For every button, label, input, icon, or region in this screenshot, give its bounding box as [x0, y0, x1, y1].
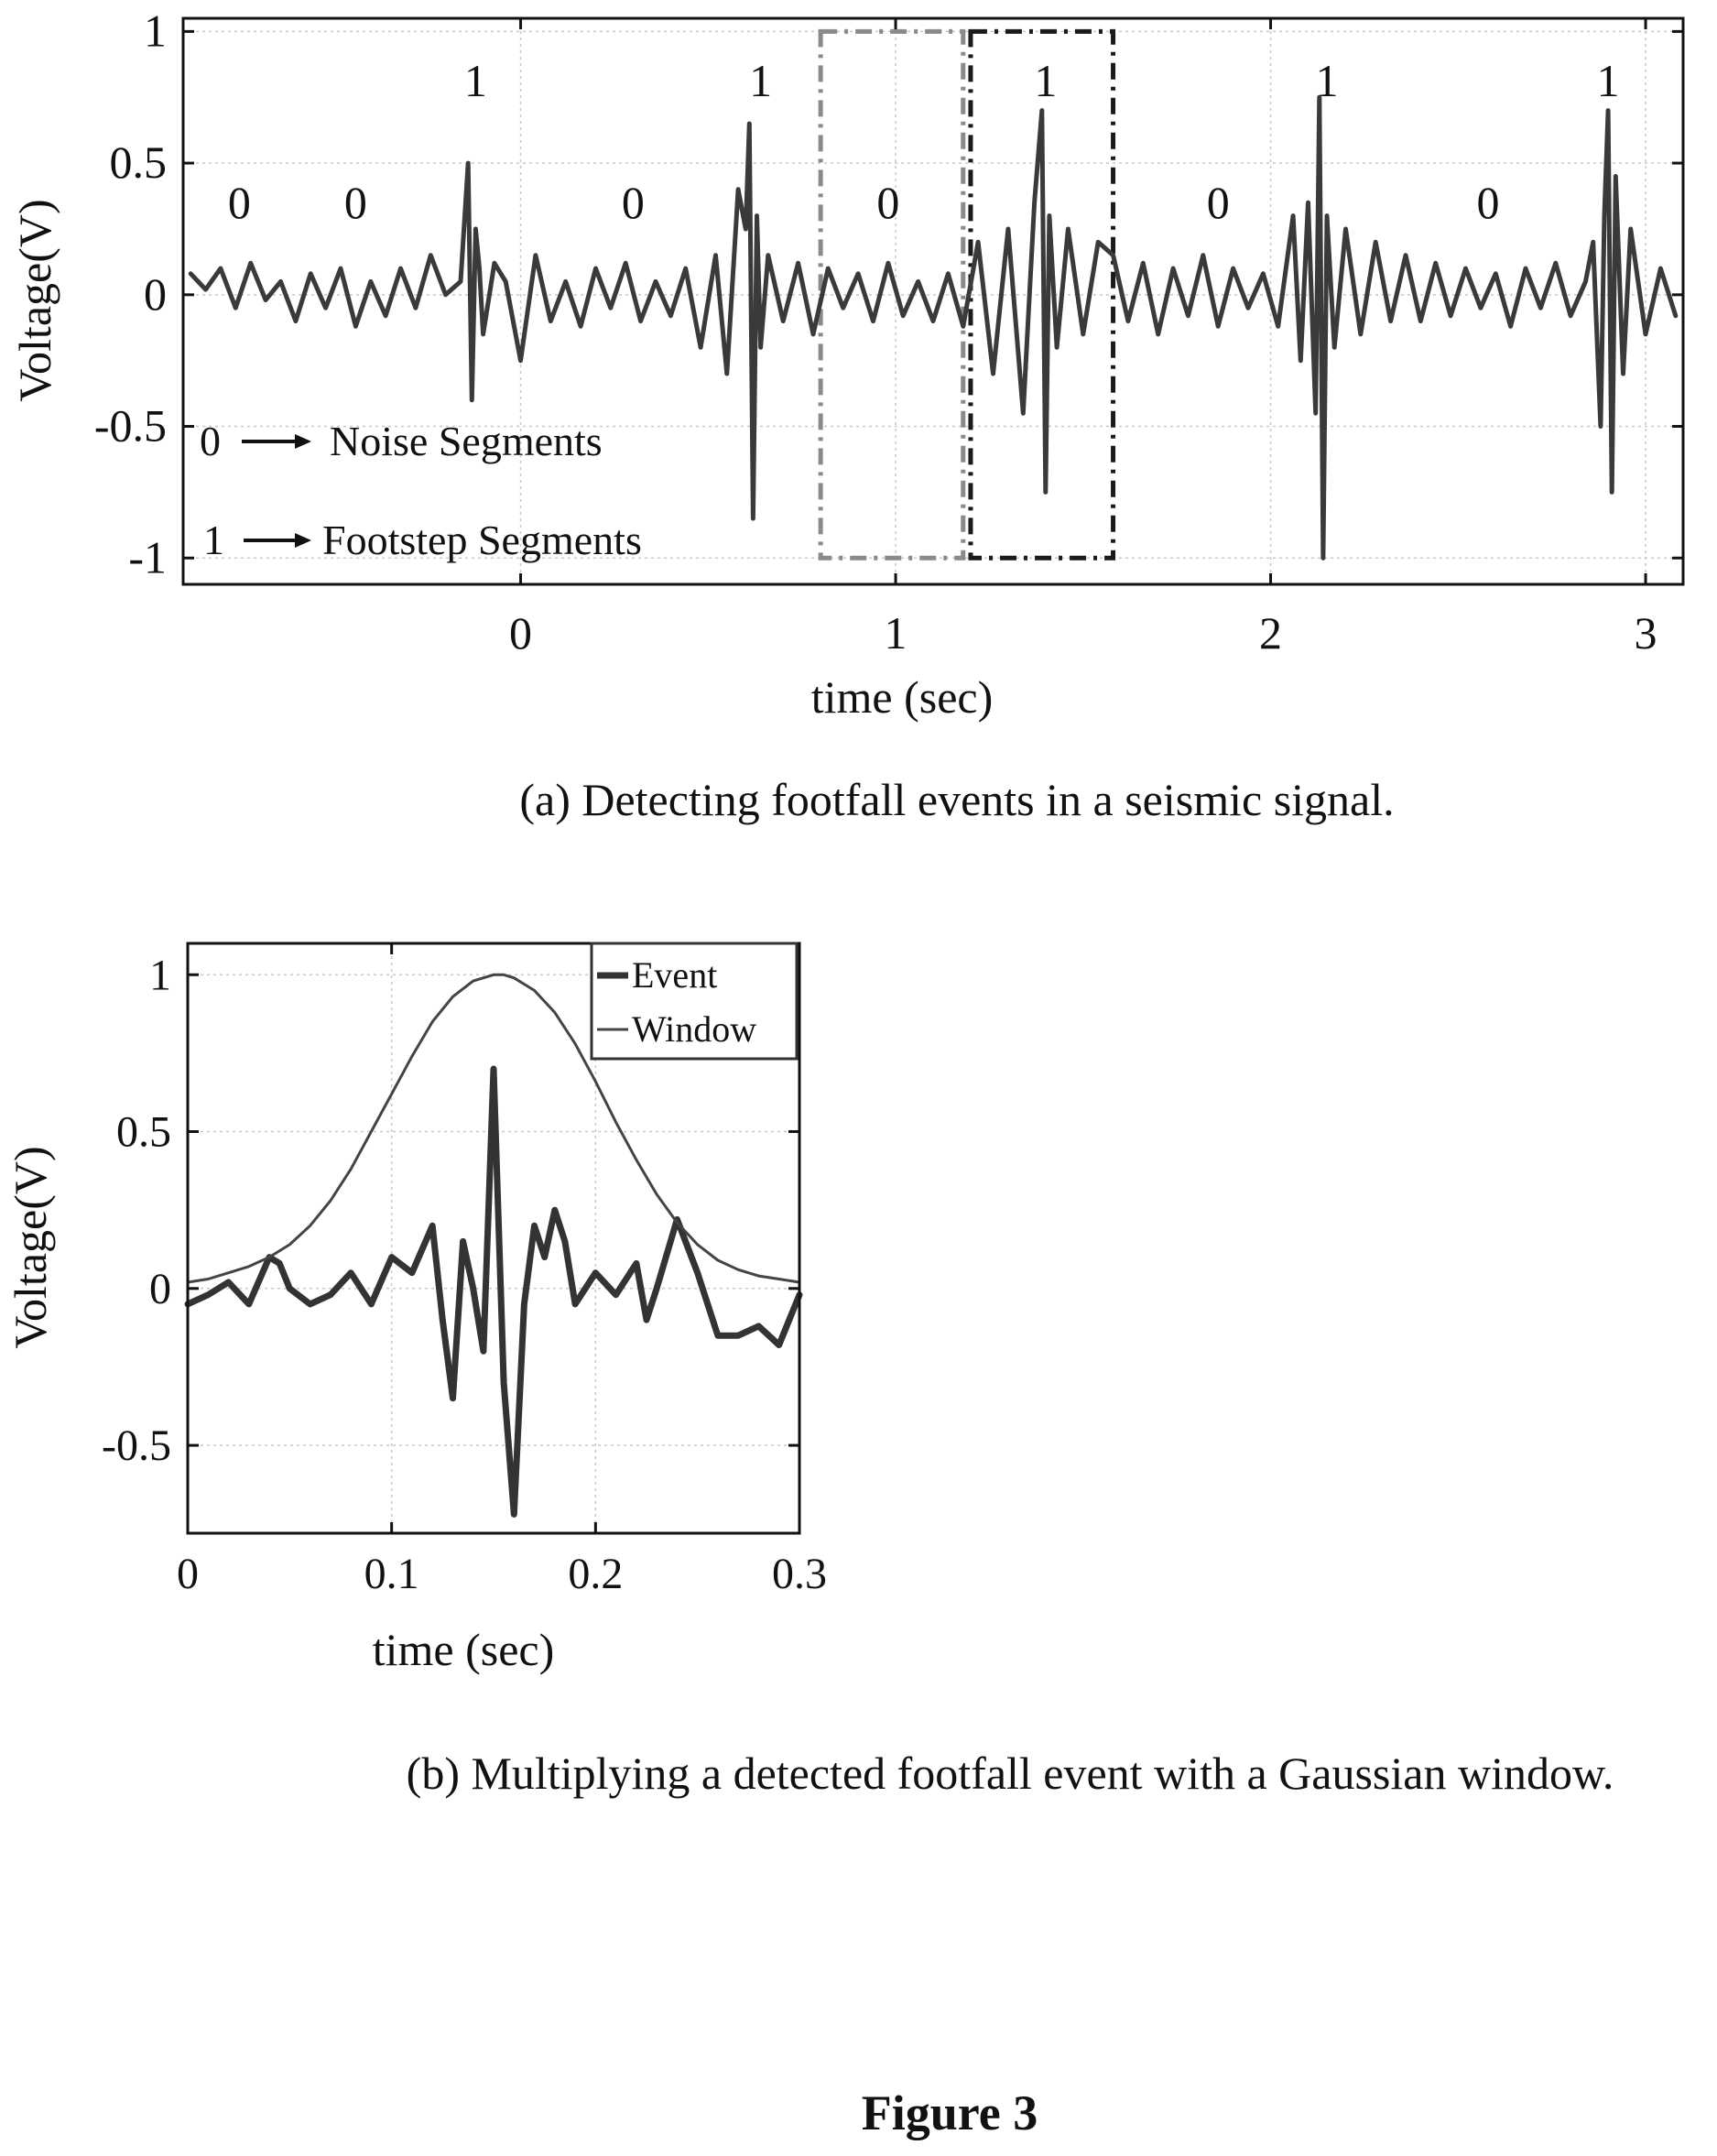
panel-b-axes: 0 0.1 0.2 0.3 1 0.5 0 -0.5: [102, 942, 827, 1598]
panel-b-y-axis-label: Voltage(V): [5, 1146, 56, 1348]
noise-segment-label: 0: [228, 177, 251, 228]
panel-a-y-tick-label: -0.5: [94, 400, 167, 452]
panel-b-caption: (b) Multiplying a detected footfall even…: [407, 1748, 1614, 1799]
panel-b-x-tick-label: 0.2: [568, 1550, 623, 1598]
legend-footstep-arrow-head: [295, 533, 311, 548]
panel-a-y-tick-label: -1: [128, 531, 167, 583]
panel-a-axes: 0 1 2 3 1 0.5 0 -0.5 -1: [94, 5, 1685, 659]
panel-a-y-axis-label: Voltage(V): [9, 199, 60, 401]
panel-a-x-tick-label: 2: [1259, 607, 1282, 659]
legend-footstep-code: 1: [203, 517, 224, 563]
legend-box: [590, 942, 799, 1061]
figure-label: Figure 3: [862, 2085, 1038, 2140]
panel-b-series-line-event: [184, 1065, 803, 1518]
legend-window-label: Window: [632, 1008, 756, 1050]
panel-b-x-tick-label: 0.3: [772, 1550, 827, 1598]
panel-b-series-line-window: [186, 973, 801, 1284]
legend-noise-arrow-head: [295, 434, 311, 449]
footstep-segment-label: 1: [749, 55, 772, 106]
panel-a-x-tick-label: 1: [885, 607, 907, 659]
panel-a-series: [188, 94, 1679, 561]
footstep-segment-label: 1: [1034, 55, 1057, 106]
panel-a-caption: (a) Detecting footfall events in a seism…: [519, 774, 1394, 825]
panel-a-segment-annotations: 1 1 1 1 1 0 0 0 0 0 0: [228, 55, 1620, 228]
panel-a-x-tick-label: 0: [509, 607, 532, 659]
footstep-segment-label: 1: [1597, 55, 1620, 106]
noise-segment-label: 0: [1477, 177, 1500, 228]
footstep-segment-label: 1: [464, 55, 487, 106]
panel-a-x-tick-label: 3: [1635, 607, 1657, 659]
panel-b-y-tick-label: -0.5: [102, 1421, 171, 1470]
panel-b-legend: Event Window: [590, 942, 799, 1061]
panel-a-y-tick-label: 0: [144, 268, 167, 320]
legend-noise-code: 0: [200, 418, 221, 464]
panel-b-y-tick-label: 0: [149, 1265, 171, 1313]
footstep-segment-label: 1: [1315, 55, 1338, 106]
panel-a-y-tick-label: 0.5: [110, 136, 168, 188]
noise-segment-box: [818, 28, 966, 561]
panel-a-legend: 0 Noise Segments 1 Footstep Segments: [200, 418, 642, 563]
panel-a-x-axis-label: time (sec): [811, 671, 994, 723]
panel-b-plot-frame: [186, 942, 801, 1535]
panel-b-series: [184, 973, 803, 1518]
panel-a-seismic-signal-chart: 1 1 1 1 1 0 0 0 0 0 0 0 1 2 3 1 0.5 0 -0.5 -1 0 Noise Segm…: [9, 5, 1685, 825]
noise-segment-label: 0: [876, 177, 899, 228]
panel-b-x-tick-label: 0.1: [364, 1550, 419, 1598]
panel-a-plot-frame: [181, 16, 1685, 586]
panel-b-y-tick-label: 1: [149, 951, 171, 999]
panel-b-gaussian-window-chart: 0 0.1 0.2 0.3 1 0.5 0 -0.5 time (sec) Voltage(V…: [5, 942, 1614, 1799]
noise-segment-label: 0: [344, 177, 367, 228]
noise-segment-label: 0: [622, 177, 645, 228]
panel-a-series-line-signal: [188, 94, 1679, 561]
panel-b-y-tick-label: 0.5: [116, 1108, 171, 1157]
legend-footstep-text: Footstep Segments: [322, 517, 642, 563]
panel-b-x-tick-label: 0: [177, 1550, 199, 1598]
panel-a-highlight-boxes: [818, 28, 1116, 561]
footstep-segment-box: [968, 28, 1116, 561]
panel-a-grid: [183, 18, 1683, 584]
legend-event-label: Event: [632, 954, 717, 996]
panel-a-y-tick-label: 1: [144, 5, 167, 56]
noise-segment-label: 0: [1207, 177, 1230, 228]
legend-noise-text: Noise Segments: [330, 418, 603, 464]
panel-b-x-axis-label: time (sec): [373, 1624, 555, 1675]
